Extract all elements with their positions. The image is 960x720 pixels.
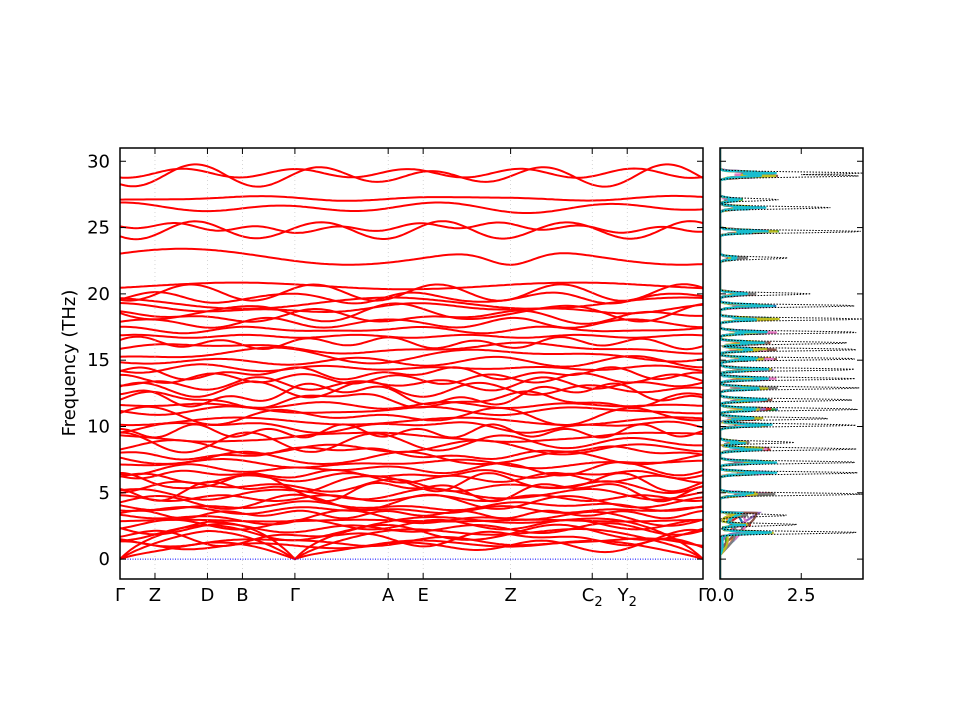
phonon-band	[120, 355, 703, 369]
band-lines	[120, 163, 703, 561]
phonon-band	[120, 469, 703, 480]
phonon-band	[120, 480, 703, 503]
phonon-band	[120, 500, 703, 512]
y-axis-title: Frequency (THz)	[59, 290, 80, 437]
x-tick-label: Y2	[617, 585, 637, 610]
phonon-band	[120, 423, 703, 439]
phonon-band	[120, 522, 703, 536]
y-tick-label: 10	[87, 416, 110, 437]
dos-panel: 0.0 2.5	[706, 147, 864, 606]
phonon-band	[120, 335, 703, 351]
phonon-band	[120, 472, 703, 493]
phonon-band	[120, 333, 703, 339]
phonon-band	[120, 382, 703, 408]
phonon-band	[120, 316, 703, 329]
phonon-band	[120, 528, 703, 548]
phonon-band	[120, 518, 703, 523]
y-tick-label: 15	[87, 350, 110, 371]
phonon-band	[120, 536, 703, 548]
phonon-band	[120, 325, 703, 335]
phonon-band	[120, 523, 703, 542]
x-tick-label: D	[201, 585, 215, 606]
phonon-band	[120, 220, 703, 241]
phonon-band	[120, 405, 703, 427]
phonon-band	[120, 281, 703, 291]
phonon-band	[120, 471, 703, 485]
x-tick-label: C2	[582, 585, 603, 610]
phonon-band	[120, 458, 703, 470]
phonon-band	[120, 516, 703, 561]
phonon-band	[120, 487, 703, 501]
x-tick-label: Γ	[290, 585, 300, 606]
phonon-band	[120, 221, 703, 234]
phonon-band	[120, 376, 703, 392]
x-tick-label: Γ	[115, 585, 125, 606]
phonon-band	[120, 445, 703, 461]
y-tick-label: 30	[87, 151, 110, 172]
band-structure-panel: 0 5 10 15 20 25 30 Γ Z D B Γ A E Z C2 Y2 Γ Frequency (TH…	[59, 147, 708, 610]
phonon-band	[120, 505, 703, 516]
phonon-band	[120, 390, 703, 410]
phonon-band	[120, 302, 703, 315]
x-tick-label: Z	[149, 585, 161, 606]
band-axes-frame	[119, 147, 704, 580]
x-axis-ticks: Γ Z D B Γ A E Z C2 Y2 Γ	[115, 148, 708, 610]
phonon-band	[120, 201, 703, 214]
dos-x-tick-label: 2.5	[787, 585, 816, 606]
phonon-band	[120, 194, 703, 202]
y-tick-label: 5	[99, 483, 110, 504]
phonon-band	[120, 494, 703, 502]
phonon-band	[120, 247, 703, 266]
phonon-band	[120, 439, 703, 456]
phonon-band	[120, 363, 703, 374]
phonon-band	[120, 167, 703, 179]
phonon-band	[120, 302, 703, 323]
phonon-band	[120, 346, 703, 365]
phonon-band	[120, 291, 703, 305]
dos-axes-frame	[719, 147, 864, 580]
phonon-band	[120, 283, 703, 302]
phonon-band	[120, 509, 703, 520]
phonon-band	[120, 416, 703, 427]
phonon-band	[120, 163, 703, 188]
x-tick-label: E	[417, 585, 428, 606]
x-tick-label: B	[236, 585, 248, 606]
y-tick-label: 20	[87, 284, 110, 305]
y-tick-label: 25	[87, 218, 110, 239]
dos-x-tick-label: 0.0	[706, 585, 735, 606]
x-tick-label: A	[382, 585, 395, 606]
y-axis-ticks: 0 5 10 15 20 25 30	[87, 151, 703, 570]
phonon-band	[120, 341, 703, 355]
x-tick-label: Z	[504, 585, 516, 606]
phonon-band	[120, 461, 703, 477]
phonon-band	[120, 431, 703, 443]
x-tick-label: Γ	[698, 585, 708, 606]
phonon-band	[120, 366, 703, 381]
phonon-band	[120, 308, 703, 325]
dos-axis-ticks: 0.0 2.5	[706, 148, 863, 606]
y-tick-label: 0	[99, 549, 110, 570]
